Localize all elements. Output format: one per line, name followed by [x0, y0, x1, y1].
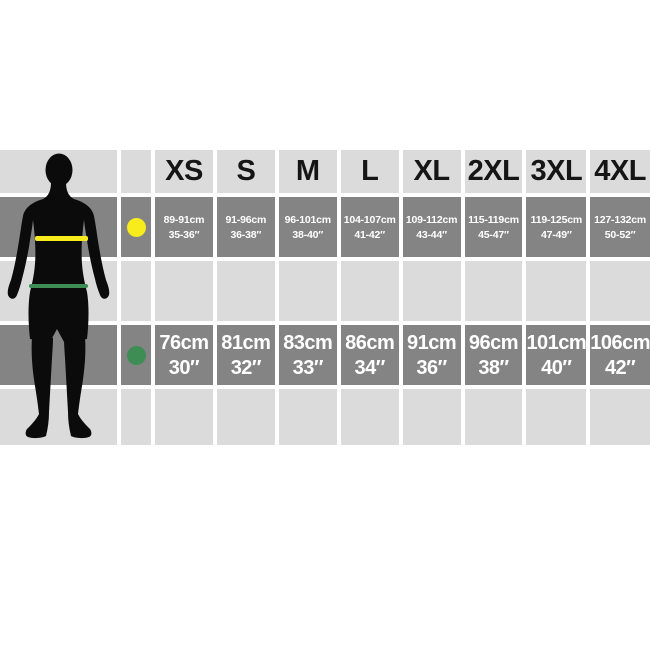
indicator-header-cell: [121, 150, 151, 193]
chest-cell-xl: 109-112cm 43-44″: [402, 197, 461, 257]
chest-measure-line: [35, 236, 88, 241]
waist-in-value: 38″: [478, 357, 509, 379]
chest-in-value: 35-36″: [168, 228, 200, 241]
waist-in-value: 36″: [416, 357, 447, 379]
waist-in-value: 32″: [230, 357, 262, 379]
spacer-cell: [121, 389, 151, 445]
chest-cell-xs: 89-91cm 35-36″: [155, 197, 213, 257]
spacer-cell: [155, 389, 213, 445]
waist-in-value: 30″: [168, 357, 200, 379]
waist-cm-value: 101cm: [526, 332, 587, 354]
chest-marker-cell: [121, 197, 151, 257]
spacer-cell: [526, 389, 587, 445]
spacer-cell: [402, 389, 461, 445]
spacer-cell: [402, 261, 461, 321]
chest-in-value: 45-47″: [478, 228, 509, 241]
spacer-cell: [464, 389, 523, 445]
spacer-cell: [278, 261, 337, 321]
spacer-cell: [216, 261, 275, 321]
spacer-cell: [340, 261, 399, 321]
size-header-m: M: [278, 150, 337, 193]
waist-cm-value: 81cm: [221, 332, 271, 354]
waist-in-value: 40″: [541, 357, 572, 379]
chest-cell-l: 104-107cm 41-42″: [340, 197, 399, 257]
chest-marker-icon: [126, 217, 146, 237]
size-header-2xl: 2XL: [464, 150, 523, 193]
chest-in-value: 43-44″: [416, 228, 447, 241]
spacer-cell: [590, 261, 650, 321]
size-table: XS S M L XL 2XL 3XL 4XL 89-91cm 35-36″ 9…: [0, 150, 650, 445]
spacer-cell: [464, 261, 523, 321]
size-header-4xl: 4XL: [590, 150, 650, 193]
figure-backdrop-cell: [0, 389, 117, 445]
spacer-cell: [590, 389, 650, 445]
waist-cm-value: 83cm: [283, 332, 333, 354]
chest-cm-value: 109-112cm: [405, 213, 458, 226]
waist-marker-cell: [121, 325, 151, 385]
chest-cm-value: 104-107cm: [343, 213, 396, 226]
chest-cell-2xl: 115-119cm 45-47″: [464, 197, 523, 257]
spacer-cell: [121, 261, 151, 321]
size-header-xl: XL: [402, 150, 461, 193]
chest-cm-value: 96-101cm: [284, 213, 331, 226]
spacer-cell: [155, 261, 213, 321]
spacer-cell: [216, 389, 275, 445]
waist-cm-value: 96cm: [468, 332, 519, 354]
size-header-l: L: [340, 150, 399, 193]
waist-in-value: 42″: [604, 357, 636, 379]
size-header-s: S: [216, 150, 275, 193]
chest-cell-s: 91-96cm 36-38″: [216, 197, 275, 257]
waist-cell-4xl: 106cm 42″: [590, 325, 650, 385]
waist-cell-3xl: 101cm 40″: [526, 325, 587, 385]
spacer-cell: [340, 389, 399, 445]
chest-cm-value: 119-125cm: [530, 213, 583, 226]
waist-cm-value: 106cm: [590, 332, 650, 354]
waist-cm-value: 91cm: [407, 332, 457, 354]
waist-cell-xs: 76cm 30″: [155, 325, 213, 385]
chest-in-value: 50-52″: [604, 228, 636, 241]
chest-in-value: 36-38″: [230, 228, 262, 241]
waist-measure-line: [29, 284, 88, 288]
size-header-xs: XS: [155, 150, 213, 193]
spacer-cell: [278, 389, 337, 445]
chest-in-value: 47-49″: [540, 228, 572, 241]
waist-marker-icon: [126, 345, 146, 365]
chest-cm-value: 115-119cm: [468, 213, 519, 226]
spacer-cell: [526, 261, 587, 321]
waist-in-value: 34″: [354, 357, 386, 379]
waist-in-value: 33″: [292, 357, 324, 379]
chest-cell-m: 96-101cm 38-40″: [278, 197, 337, 257]
waist-cell-l: 86cm 34″: [340, 325, 399, 385]
waist-cell-xl: 91cm 36″: [402, 325, 461, 385]
size-header-3xl: 3XL: [526, 150, 587, 193]
figure-backdrop-cell: [0, 325, 117, 385]
chest-cm-value: 91-96cm: [225, 213, 267, 226]
chest-cell-3xl: 119-125cm 47-49″: [526, 197, 587, 257]
waist-cm-value: 86cm: [345, 332, 395, 354]
chest-in-value: 38-40″: [292, 228, 324, 241]
male-figure-silhouette: [7, 153, 110, 439]
waist-cell-s: 81cm 32″: [216, 325, 275, 385]
waist-cell-2xl: 96cm 38″: [464, 325, 523, 385]
waist-cm-value: 76cm: [159, 332, 209, 354]
chest-cm-value: 127-132cm: [594, 213, 647, 226]
chest-in-value: 41-42″: [354, 228, 386, 241]
waist-cell-m: 83cm 33″: [278, 325, 337, 385]
chest-cm-value: 89-91cm: [163, 213, 205, 226]
chest-cell-4xl: 127-132cm 50-52″: [590, 197, 650, 257]
